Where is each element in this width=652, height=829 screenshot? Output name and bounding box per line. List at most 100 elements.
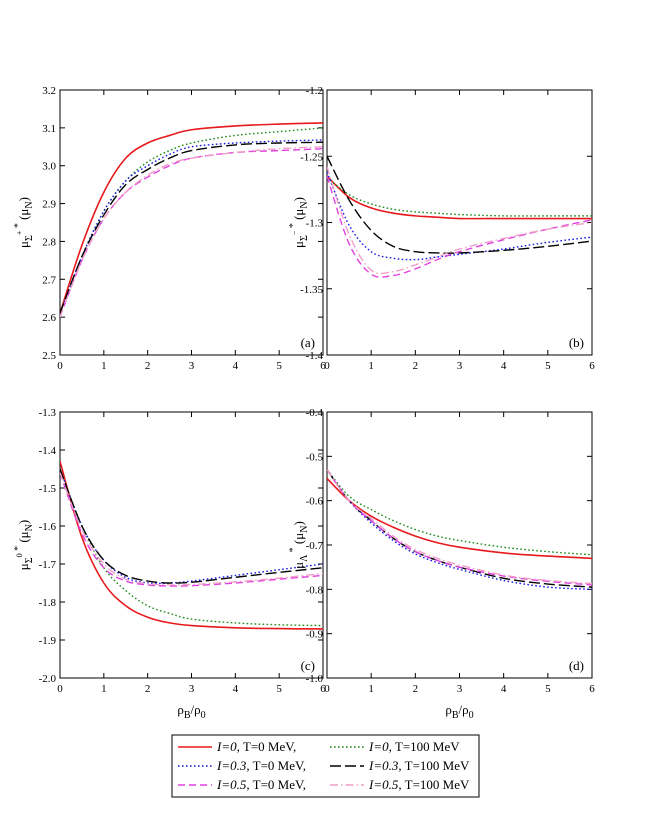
series-line-3 [327, 155, 592, 254]
series-line-1 [327, 469, 592, 556]
x-tick-label: 1 [101, 683, 107, 695]
y-tick-label: 2.9 [42, 199, 56, 211]
x-tick-label: 2 [413, 360, 419, 372]
y-tick-label: 2.8 [42, 236, 56, 248]
x-axis-label: ρB/ρ0 [445, 702, 473, 721]
x-tick-label: 3 [189, 683, 195, 695]
series-line-2 [60, 139, 323, 314]
y-tick-label: 2.7 [42, 274, 56, 286]
y-tick-label: -1.0 [306, 673, 324, 685]
plot-frame [59, 411, 324, 679]
series-line-5 [327, 166, 592, 275]
x-tick-label: 2 [145, 360, 151, 372]
series-line-4 [60, 472, 323, 587]
series-line-5 [327, 469, 592, 585]
legend-entry: I=0.3, T=0 MeV, [216, 758, 306, 773]
series-line-1 [60, 468, 323, 627]
legend-entry: I=0, T=100 MeV [368, 739, 460, 754]
y-tick-label: 2.5 [42, 350, 56, 362]
panel-label: (b) [569, 335, 584, 350]
y-tick-label: -1.8 [39, 597, 57, 609]
panel-label: (a) [301, 335, 315, 350]
y-tick-label: -1.25 [300, 151, 323, 163]
series-line-4 [327, 469, 592, 586]
x-tick-label: 5 [276, 683, 282, 695]
x-tick-label: 1 [101, 360, 107, 372]
x-tick-label: 0 [324, 360, 330, 372]
series-line-1 [60, 127, 323, 314]
series-line-4 [60, 147, 323, 318]
panel-label: (d) [569, 658, 584, 673]
y-tick-label: -1.4 [39, 445, 57, 457]
x-tick-label: 6 [589, 360, 595, 372]
panel-label: (c) [301, 658, 315, 673]
y-tick-label: -1.6 [39, 521, 57, 533]
series-line-0 [327, 175, 592, 220]
chart-panel-c: 0 1 2 3 4 5 6 -2.0 -1.9 -1.8 -1.7 -1.6 -1.5 -1.4 -1.3 (… [13, 407, 326, 721]
y-tick-label: 3.0 [42, 161, 56, 173]
y-tick-label: 2.6 [42, 312, 56, 324]
y-tick-label: 3.2 [42, 85, 56, 97]
series-line-0 [327, 477, 592, 560]
legend-entry: I=0, T=0 MeV, [216, 739, 296, 754]
x-tick-label: 1 [368, 360, 374, 372]
y-tick-label: -0.8 [306, 584, 324, 596]
chart-panel-a: 0 1 2 3 4 5 6 2.5 2.6 2.7 2.8 2.9 3.0 3.1 3.2 (a) μΣ+ * … [13, 85, 326, 372]
x-tick-label: 2 [145, 683, 151, 695]
x-tick-label: 5 [545, 360, 551, 372]
x-axis-label: ρB/ρ0 [177, 702, 205, 721]
series-line-0 [60, 461, 323, 630]
y-tick-label: -1.2 [306, 85, 323, 97]
chart-panel-d: 0 1 2 3 4 5 6-1.0-0.9-0.8-0.7-0.6-0.5-0.4(d)μΛ… [288, 407, 595, 721]
y-tick-label: -1.5 [39, 483, 57, 495]
x-tick-label: 1 [368, 683, 374, 695]
legend-entry: I=0.5, T=100 MeV [368, 777, 470, 792]
series-line-1 [327, 176, 592, 217]
y-tick-label: -0.6 [306, 496, 324, 508]
y-axis-label: μΣ− * (μN) [288, 197, 310, 248]
x-tick-label: 6 [320, 683, 326, 695]
x-tick-label: 6 [320, 360, 326, 372]
y-axis-label: μΣ0 * (μN) [13, 520, 35, 570]
x-tick-label: 3 [189, 360, 195, 372]
series-line-2 [60, 468, 323, 585]
legend: I=0, T=0 MeV, I=0, T=100 MeV I=0.3, T=0 Me… [171, 734, 480, 798]
series-line-3 [60, 468, 323, 584]
y-tick-label: -0.5 [306, 451, 324, 463]
legend-entry: I=0.3, T=100 MeV [368, 758, 470, 773]
series-line-5 [60, 146, 323, 318]
plot-frame [326, 89, 593, 356]
x-tick-label: 4 [501, 683, 507, 695]
series-line-2 [327, 469, 592, 591]
y-tick-label: -2.0 [39, 673, 57, 685]
y-axis-label: μΛ * (μN) [288, 521, 310, 569]
x-tick-label: 3 [457, 683, 463, 695]
y-tick-label: -1.35 [300, 284, 323, 296]
y-tick-label: -1.9 [39, 635, 57, 647]
x-tick-label: 6 [589, 683, 595, 695]
y-tick-label: -1.3 [306, 218, 324, 230]
y-tick-label: -0.4 [306, 407, 324, 419]
series-line-2 [327, 171, 592, 261]
y-tick-label: -1.4 [306, 350, 324, 362]
x-tick-label: 4 [501, 360, 507, 372]
x-tick-label: 0 [57, 360, 63, 372]
y-tick-label: -1.7 [39, 559, 57, 571]
series-line-4 [327, 175, 592, 278]
series-line-3 [60, 141, 323, 314]
chart-panel-b: 0 1 2 3 4 5 6-1.4-1.35-1.3-1.25-1.2(b)μΣ− * (μ… [288, 85, 595, 372]
series-line-5 [60, 472, 323, 586]
x-tick-label: 5 [545, 683, 551, 695]
x-tick-label: 3 [457, 360, 463, 372]
legend-box [171, 734, 480, 798]
x-tick-label: 0 [57, 683, 63, 695]
x-tick-label: 4 [233, 683, 239, 695]
y-axis-label: μΣ+ * (μN) [13, 197, 35, 248]
series-line-3 [327, 469, 592, 588]
series-line-0 [60, 122, 323, 314]
y-tick-label: 3.1 [42, 123, 56, 135]
x-tick-label: 4 [233, 360, 239, 372]
x-tick-label: 5 [276, 360, 282, 372]
y-tick-label: -1.3 [39, 407, 57, 419]
